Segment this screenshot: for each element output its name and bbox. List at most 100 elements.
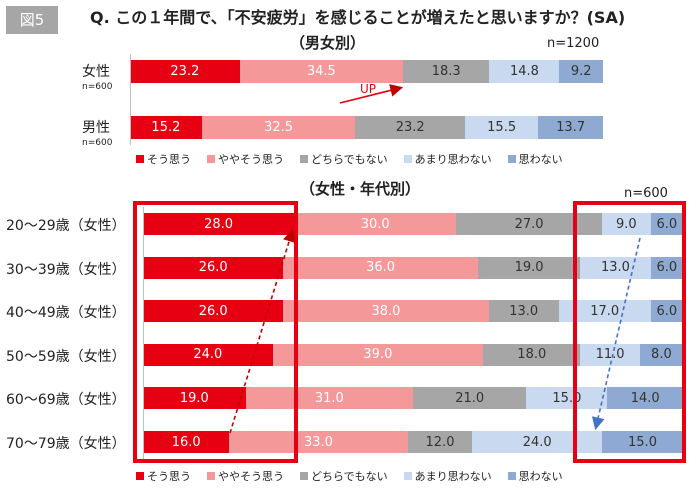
bar-segment — [413, 387, 527, 410]
bar-segment — [130, 116, 202, 139]
bar-segment — [650, 256, 683, 279]
legend-item: あまり思わない — [403, 151, 492, 167]
category-label: 60～69歳（女性） — [6, 392, 126, 409]
bar-segment — [472, 431, 602, 453]
legend-swatch — [207, 155, 215, 163]
highlight-box-agree — [133, 201, 298, 463]
bar-segment — [283, 256, 478, 279]
bar-segment — [526, 387, 608, 410]
bar-segment — [272, 343, 484, 366]
category-n: n=600 — [82, 138, 113, 148]
legend-swatch — [507, 472, 516, 480]
legend-item: 思わない — [507, 468, 563, 484]
data-label: 31.0 — [314, 390, 344, 406]
category-label: 70～79歳（女性） — [6, 436, 126, 452]
legend-label: ややそう思う — [218, 153, 284, 166]
legend-swatch — [300, 472, 308, 480]
bar-segment — [477, 256, 581, 279]
bar-segment — [580, 256, 651, 279]
data-label: 6.0 — [656, 303, 678, 319]
bar-segment — [143, 343, 273, 366]
legend-item: そう思う — [136, 151, 191, 167]
up-arrow — [339, 84, 404, 104]
legend-item: そう思う — [136, 468, 191, 484]
data-label: 14.8 — [509, 64, 539, 79]
bar-row: 15.2 32.5 23.2 15.5 13.7 — [130, 116, 603, 139]
bar-segment — [143, 387, 246, 410]
data-label: 24.0 — [522, 434, 552, 450]
bar-segment — [283, 300, 489, 323]
data-label: 8.0 — [651, 347, 672, 363]
bar-segment — [465, 116, 539, 139]
legend-swatch — [207, 472, 215, 480]
legend-age: そう思う ややそう思う どちらでもない あまり思わない 思わない — [136, 468, 563, 484]
legend-swatch — [300, 155, 308, 163]
legend-item: ややそう思う — [207, 468, 284, 484]
figure-label: 図5 — [6, 6, 58, 34]
bar-segment — [650, 213, 683, 235]
data-label: 15.5 — [487, 120, 517, 135]
data-label: 23.2 — [170, 64, 200, 79]
legend-label: ややそう思う — [218, 470, 284, 483]
legend-label: 思わない — [518, 470, 563, 483]
bar-segment — [143, 213, 295, 235]
legend-item: どちらでもない — [300, 151, 388, 167]
highlight-box-disagree — [573, 201, 686, 463]
data-label: 16.0 — [171, 434, 201, 450]
data-label: 34.5 — [306, 64, 336, 79]
trend-arrow-agree — [229, 228, 296, 434]
bar-segment — [143, 256, 284, 279]
category-label: 女性 — [82, 64, 110, 80]
legend-label: あまり思わない — [414, 153, 492, 166]
legend-label: どちらでもない — [311, 470, 388, 483]
bar-segment — [538, 116, 603, 139]
bar-segment — [407, 431, 473, 453]
bar-segment — [580, 343, 640, 366]
data-label: 11.0 — [595, 347, 625, 363]
data-label: 38.0 — [371, 303, 401, 319]
category-label: 40～49歳（女性） — [6, 305, 126, 322]
category-label: 男性 — [82, 120, 110, 136]
legend-label: 思わない — [518, 153, 563, 166]
gender-subtitle: （男女別） — [290, 34, 366, 52]
data-label: 6.0 — [656, 216, 678, 232]
legend-item: どちらでもない — [300, 468, 388, 484]
bar-segment — [558, 300, 651, 323]
legend-label: そう思う — [147, 153, 191, 166]
data-label: 19.0 — [179, 390, 209, 406]
age-subtitle: （女性・年代別） — [300, 180, 421, 198]
data-label: 17.0 — [590, 303, 620, 319]
bar-segment — [130, 60, 240, 83]
chart-title: Q. この１年間で、「不安疲労」を感じることが増えたと思いますか？(SA) — [90, 8, 626, 27]
bar-segment — [559, 60, 603, 83]
bar-segment — [229, 431, 408, 453]
data-label: 28.0 — [204, 216, 234, 232]
data-label: 26.0 — [198, 303, 228, 319]
bar-segment — [602, 213, 651, 235]
data-label: 12.0 — [425, 434, 455, 450]
data-label: 30.0 — [360, 216, 390, 232]
data-label: 39.0 — [363, 347, 393, 363]
legend-swatch — [136, 155, 144, 163]
category-n: n=600 — [82, 82, 113, 92]
axis-line — [130, 54, 131, 145]
legend-item: 思わない — [507, 151, 563, 167]
data-label: 15.0 — [628, 434, 657, 450]
data-label: 13.0 — [601, 260, 630, 276]
bar-segment — [245, 387, 413, 410]
bar-segment — [488, 300, 559, 323]
legend-label: あまり思わない — [414, 470, 492, 483]
legend-item: ややそう思う — [207, 151, 284, 167]
category-label: 30～39歳（女性） — [6, 261, 126, 278]
bar-segment — [456, 213, 602, 235]
bar-segment — [489, 60, 560, 83]
data-label: 33.0 — [304, 434, 333, 450]
bar-segment — [201, 116, 356, 139]
data-label: 9.0 — [615, 216, 637, 232]
data-label: 18.0 — [517, 347, 547, 363]
legend-item: あまり思わない — [403, 468, 492, 484]
axis-line — [143, 207, 144, 459]
legend-label: そう思う — [147, 470, 191, 483]
bar-row: 23.2 34.5 18.3 14.8 9.2 — [130, 60, 603, 83]
